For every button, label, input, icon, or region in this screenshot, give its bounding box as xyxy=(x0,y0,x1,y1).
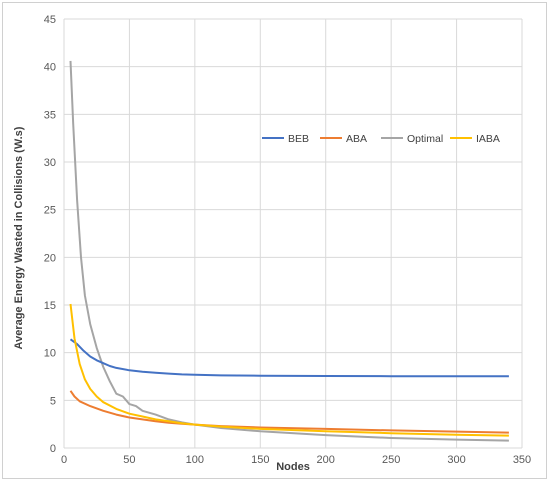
x-tick-label: 300 xyxy=(447,454,465,466)
y-tick-label: 25 xyxy=(44,205,56,217)
y-tick-label: 0 xyxy=(50,443,56,455)
x-tick-label: 350 xyxy=(513,454,531,466)
x-tick-label: 250 xyxy=(382,454,400,466)
legend-label-beb: BEB xyxy=(288,133,309,145)
x-axis-title: Nodes xyxy=(276,461,310,473)
y-tick-labels: 0 5 10 15 20 25 30 35 40 45 xyxy=(44,14,56,455)
x-tick-label: 200 xyxy=(317,454,335,466)
y-tick-label: 40 xyxy=(44,62,56,74)
series-lines xyxy=(69,60,509,442)
y-tick-label: 35 xyxy=(44,109,56,121)
legend-label-iaba: IABA xyxy=(476,133,500,145)
x-tick-label: 50 xyxy=(123,454,135,466)
legend-label-aba: ABA xyxy=(346,133,367,145)
y-tick-label: 30 xyxy=(44,157,56,169)
x-tick-labels: 0 50 100 150 200 250 300 350 xyxy=(61,454,531,466)
legend-label-optimal: Optimal xyxy=(407,133,443,145)
x-tick-label: 100 xyxy=(186,454,204,466)
series-line-aba xyxy=(69,390,509,434)
y-tick-label: 45 xyxy=(44,14,56,26)
x-tick-label: 0 xyxy=(61,454,67,466)
y-axis-title: Average Energy Wasted in Collisions (W.s… xyxy=(13,126,25,349)
x-tick-label: 150 xyxy=(251,454,269,466)
series-line-iaba xyxy=(69,303,509,437)
y-tick-label: 5 xyxy=(50,395,56,407)
y-tick-label: 20 xyxy=(44,252,56,264)
series-line-optimal xyxy=(69,60,509,442)
grid-lines xyxy=(63,18,523,449)
y-tick-label: 15 xyxy=(44,300,56,312)
series-line-beb xyxy=(69,338,509,378)
y-tick-label: 10 xyxy=(44,348,56,360)
legend: BEB ABA Optimal IABA xyxy=(262,133,500,145)
